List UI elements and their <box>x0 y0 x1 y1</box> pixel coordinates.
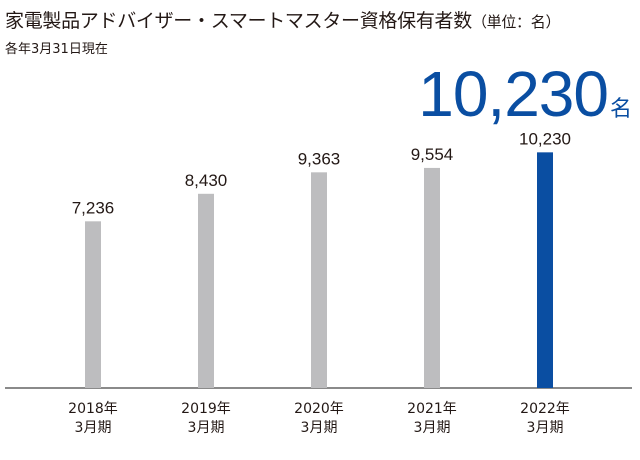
category-label-3: 2021年 3月期 <box>407 401 457 436</box>
category-label-2: 2020年 3月期 <box>294 401 344 436</box>
chart-title: 家電製品アドバイザー・スマートマスター資格保有者数（単位：名） <box>5 6 560 33</box>
category-label-1: 2019年 3月期 <box>181 401 231 436</box>
category-label-4: 2022年 3月期 <box>520 401 570 436</box>
bar-3 <box>424 167 440 388</box>
bar-2 <box>311 172 327 388</box>
value-label-3: 9,554 <box>411 145 454 164</box>
bar-4 <box>537 152 553 388</box>
highlight-total: 10,230名 <box>418 62 632 126</box>
value-label-2: 9,363 <box>298 149 341 168</box>
bar-1 <box>198 193 214 388</box>
chart-unit: （単位：名） <box>471 13 561 31</box>
category-label-0: 2018年 3月期 <box>68 401 118 436</box>
value-label-4: 10,230 <box>519 129 571 148</box>
value-label-1: 8,430 <box>185 171 228 190</box>
highlight-suffix: 名 <box>609 97 632 122</box>
bar-0 <box>85 221 101 388</box>
chart-title-text: 家電製品アドバイザー・スマートマスター資格保有者数 <box>5 10 472 32</box>
chart-note: 各年3月31日現在 <box>5 42 108 57</box>
value-label-0: 7,236 <box>72 198 115 217</box>
highlight-value: 10,230 <box>418 58 609 130</box>
